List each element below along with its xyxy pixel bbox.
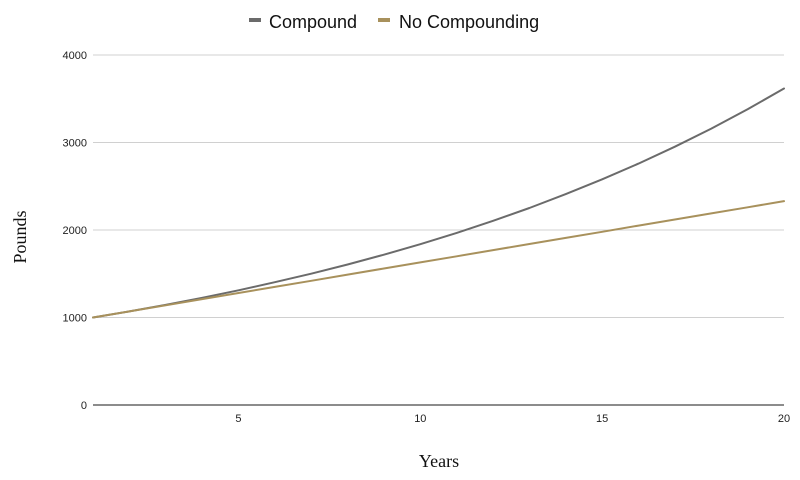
legend-label-no-compounding: No Compounding [399,12,539,32]
series-lines [92,87,785,319]
y-tick-label: 3000 [63,138,87,150]
y-axis-title: Pounds [10,210,30,263]
legend-label-compound: Compound [269,12,357,32]
series-line-no-compounding [92,200,785,319]
x-tick-label: 10 [414,413,426,425]
x-tick-label: 15 [596,413,608,425]
y-axis-ticks: 0 1000 2000 3000 4000 [63,50,87,412]
y-tick-label: 1000 [63,313,87,325]
x-axis-ticks: 5 10 15 20 [235,413,790,425]
y-tick-label: 0 [81,400,87,412]
x-tick-label: 20 [778,413,790,425]
y-tick-label: 2000 [63,225,87,237]
legend: Compound No Compounding [249,12,539,32]
legend-swatch-no-compounding [378,18,390,22]
x-tick-label: 5 [235,413,241,425]
series-line-compound [92,87,785,319]
gridlines [93,54,784,406]
y-tick-label: 4000 [63,50,87,62]
legend-swatch-compound [249,18,261,22]
x-axis-title: Years [419,451,459,471]
